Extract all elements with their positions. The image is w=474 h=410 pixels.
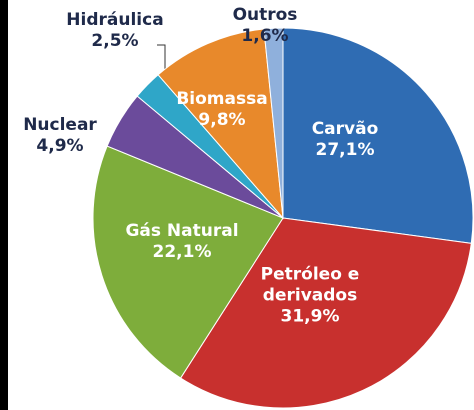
slice-label: Petróleo e derivados 31,9% — [255, 265, 365, 328]
pie-slice — [92, 145, 284, 379]
slice-label: Nuclear 4,9% — [10, 115, 110, 157]
slice-label: Gás Natural 22,1% — [117, 221, 247, 263]
category-label: Biomassa — [176, 89, 268, 109]
slice-label: Biomassa 9,8% — [167, 89, 277, 131]
value-label: 2,5% — [91, 31, 139, 51]
value-label: 4,9% — [36, 136, 84, 156]
category-label: Nuclear — [23, 115, 97, 135]
value-label: 1,6% — [241, 26, 289, 46]
category-label: Outros — [232, 5, 298, 25]
slice-label: Outros 1,6% — [225, 5, 305, 47]
value-label: 22,1% — [152, 242, 212, 262]
value-label: 31,9% — [280, 306, 340, 327]
category-label: Hidráulica — [66, 10, 164, 30]
pie-slice — [263, 27, 284, 219]
edge-strip — [0, 0, 8, 410]
value-label: 27,1% — [315, 140, 375, 160]
value-label: 9,8% — [198, 110, 246, 130]
slice-label: Carvão 27,1% — [285, 119, 405, 161]
category-label: Carvão — [311, 119, 379, 139]
pie-slice — [157, 28, 284, 220]
category-label: Gás Natural — [125, 221, 239, 241]
slice-label: Hidráulica 2,5% — [60, 10, 170, 52]
category-label: Petróleo e derivados — [260, 264, 360, 306]
pie-slice — [282, 27, 474, 244]
pie-slice — [179, 217, 472, 409]
